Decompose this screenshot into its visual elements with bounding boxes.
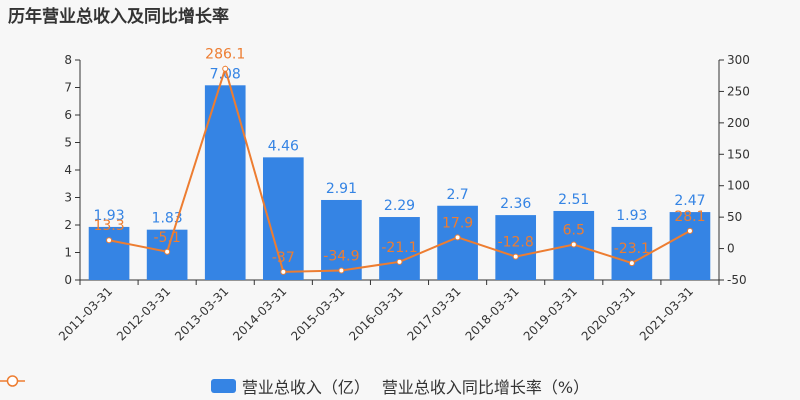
bar-value-label: 7.08 bbox=[210, 66, 241, 82]
growth-point bbox=[338, 267, 345, 274]
growth-value-label: 286.1 bbox=[205, 47, 245, 63]
bar bbox=[262, 157, 304, 280]
bar-value-label: 2.7 bbox=[446, 187, 468, 203]
y-right-tick-label: 200 bbox=[727, 116, 750, 130]
bar bbox=[611, 226, 653, 280]
legend-item-growth[interactable]: 营业总收入同比增长率（%） bbox=[0, 374, 590, 398]
bar bbox=[669, 212, 711, 280]
y-left-tick-label: 7 bbox=[64, 81, 72, 95]
x-tick-label: 2018-03-31 bbox=[463, 284, 522, 343]
legend: 营业总收入（亿） 营业总收入同比增长率（%） bbox=[0, 374, 800, 398]
growth-point bbox=[106, 237, 113, 244]
growth-value-label: 6.5 bbox=[563, 222, 585, 238]
x-tick-label: 2012-03-31 bbox=[114, 284, 173, 343]
y-left-tick-label: 2 bbox=[64, 218, 72, 232]
growth-point bbox=[454, 234, 461, 241]
x-tick-label: 2019-03-31 bbox=[521, 284, 580, 343]
x-tick-label: 2011-03-31 bbox=[56, 284, 115, 343]
y-right-tick-label: 50 bbox=[727, 210, 742, 224]
growth-point bbox=[280, 268, 287, 275]
x-tick-label: 2021-03-31 bbox=[637, 284, 696, 343]
bar-value-label: 1.93 bbox=[616, 208, 647, 224]
growth-value-label: 28.1 bbox=[674, 209, 705, 225]
legend-bar-swatch bbox=[210, 379, 236, 393]
y-left-tick-label: 5 bbox=[64, 136, 72, 150]
bar-value-label: 4.46 bbox=[268, 138, 299, 154]
growth-point bbox=[686, 227, 693, 234]
legend-line-label: 营业总收入同比增长率（%） bbox=[381, 378, 590, 397]
legend-item-revenue[interactable]: 营业总收入（亿） bbox=[210, 374, 370, 398]
y-right-tick-label: 0 bbox=[727, 242, 735, 256]
x-tick-label: 2017-03-31 bbox=[404, 284, 463, 343]
growth-value-label: -5.1 bbox=[153, 230, 180, 246]
x-tick-label: 2015-03-31 bbox=[288, 284, 347, 343]
legend-bar-label: 营业总收入（亿） bbox=[241, 378, 370, 397]
y-right-tick-label: -50 bbox=[727, 273, 747, 287]
y-left-tick-label: 0 bbox=[64, 273, 72, 287]
bar-value-label: 2.51 bbox=[558, 192, 589, 208]
y-left-tick-label: 4 bbox=[64, 163, 72, 177]
bar bbox=[146, 229, 188, 280]
x-tick-label: 2013-03-31 bbox=[172, 284, 231, 343]
y-left-tick-label: 6 bbox=[64, 108, 72, 122]
y-right-tick-label: 300 bbox=[727, 53, 750, 67]
x-tick-label: 2016-03-31 bbox=[346, 284, 405, 343]
bar bbox=[321, 199, 362, 280]
growth-value-label: 13.3 bbox=[93, 218, 124, 234]
growth-value-label: 17.9 bbox=[442, 215, 473, 231]
legend-line-swatch bbox=[0, 375, 25, 387]
bar-value-label: 1.93 bbox=[93, 208, 124, 224]
growth-point bbox=[164, 248, 171, 255]
growth-point bbox=[628, 260, 635, 267]
growth-point bbox=[222, 65, 229, 72]
bar bbox=[379, 217, 420, 280]
x-tick-label: 2020-03-31 bbox=[579, 284, 638, 343]
growth-value-label: -37 bbox=[272, 250, 295, 266]
bar bbox=[495, 215, 537, 280]
growth-point bbox=[512, 253, 519, 260]
y-right-tick-label: 100 bbox=[727, 179, 750, 193]
growth-value-label: -23.1 bbox=[614, 241, 650, 257]
growth-value-label: -34.9 bbox=[323, 249, 359, 265]
bar-value-label: 1.83 bbox=[152, 211, 183, 227]
bar-value-label: 2.29 bbox=[384, 198, 415, 214]
bar-value-label: 2.47 bbox=[674, 193, 705, 209]
y-left-tick-label: 3 bbox=[64, 191, 72, 205]
y-right-tick-label: 250 bbox=[727, 84, 750, 98]
x-tick-label: 2014-03-31 bbox=[230, 284, 289, 343]
y-left-tick-label: 8 bbox=[64, 53, 72, 67]
y-left-tick-label: 1 bbox=[64, 246, 72, 260]
chart-title: 历年营业总收入及同比增长率 bbox=[8, 7, 229, 27]
bar-value-label: 2.91 bbox=[326, 181, 357, 197]
growth-point bbox=[570, 241, 577, 248]
growth-value-label: -21.1 bbox=[381, 240, 417, 256]
growth-point bbox=[396, 258, 403, 265]
bar-value-label: 2.36 bbox=[500, 196, 531, 212]
growth-value-label: -12.8 bbox=[498, 235, 534, 251]
bar bbox=[88, 226, 130, 280]
y-right-tick-label: 150 bbox=[727, 147, 750, 161]
